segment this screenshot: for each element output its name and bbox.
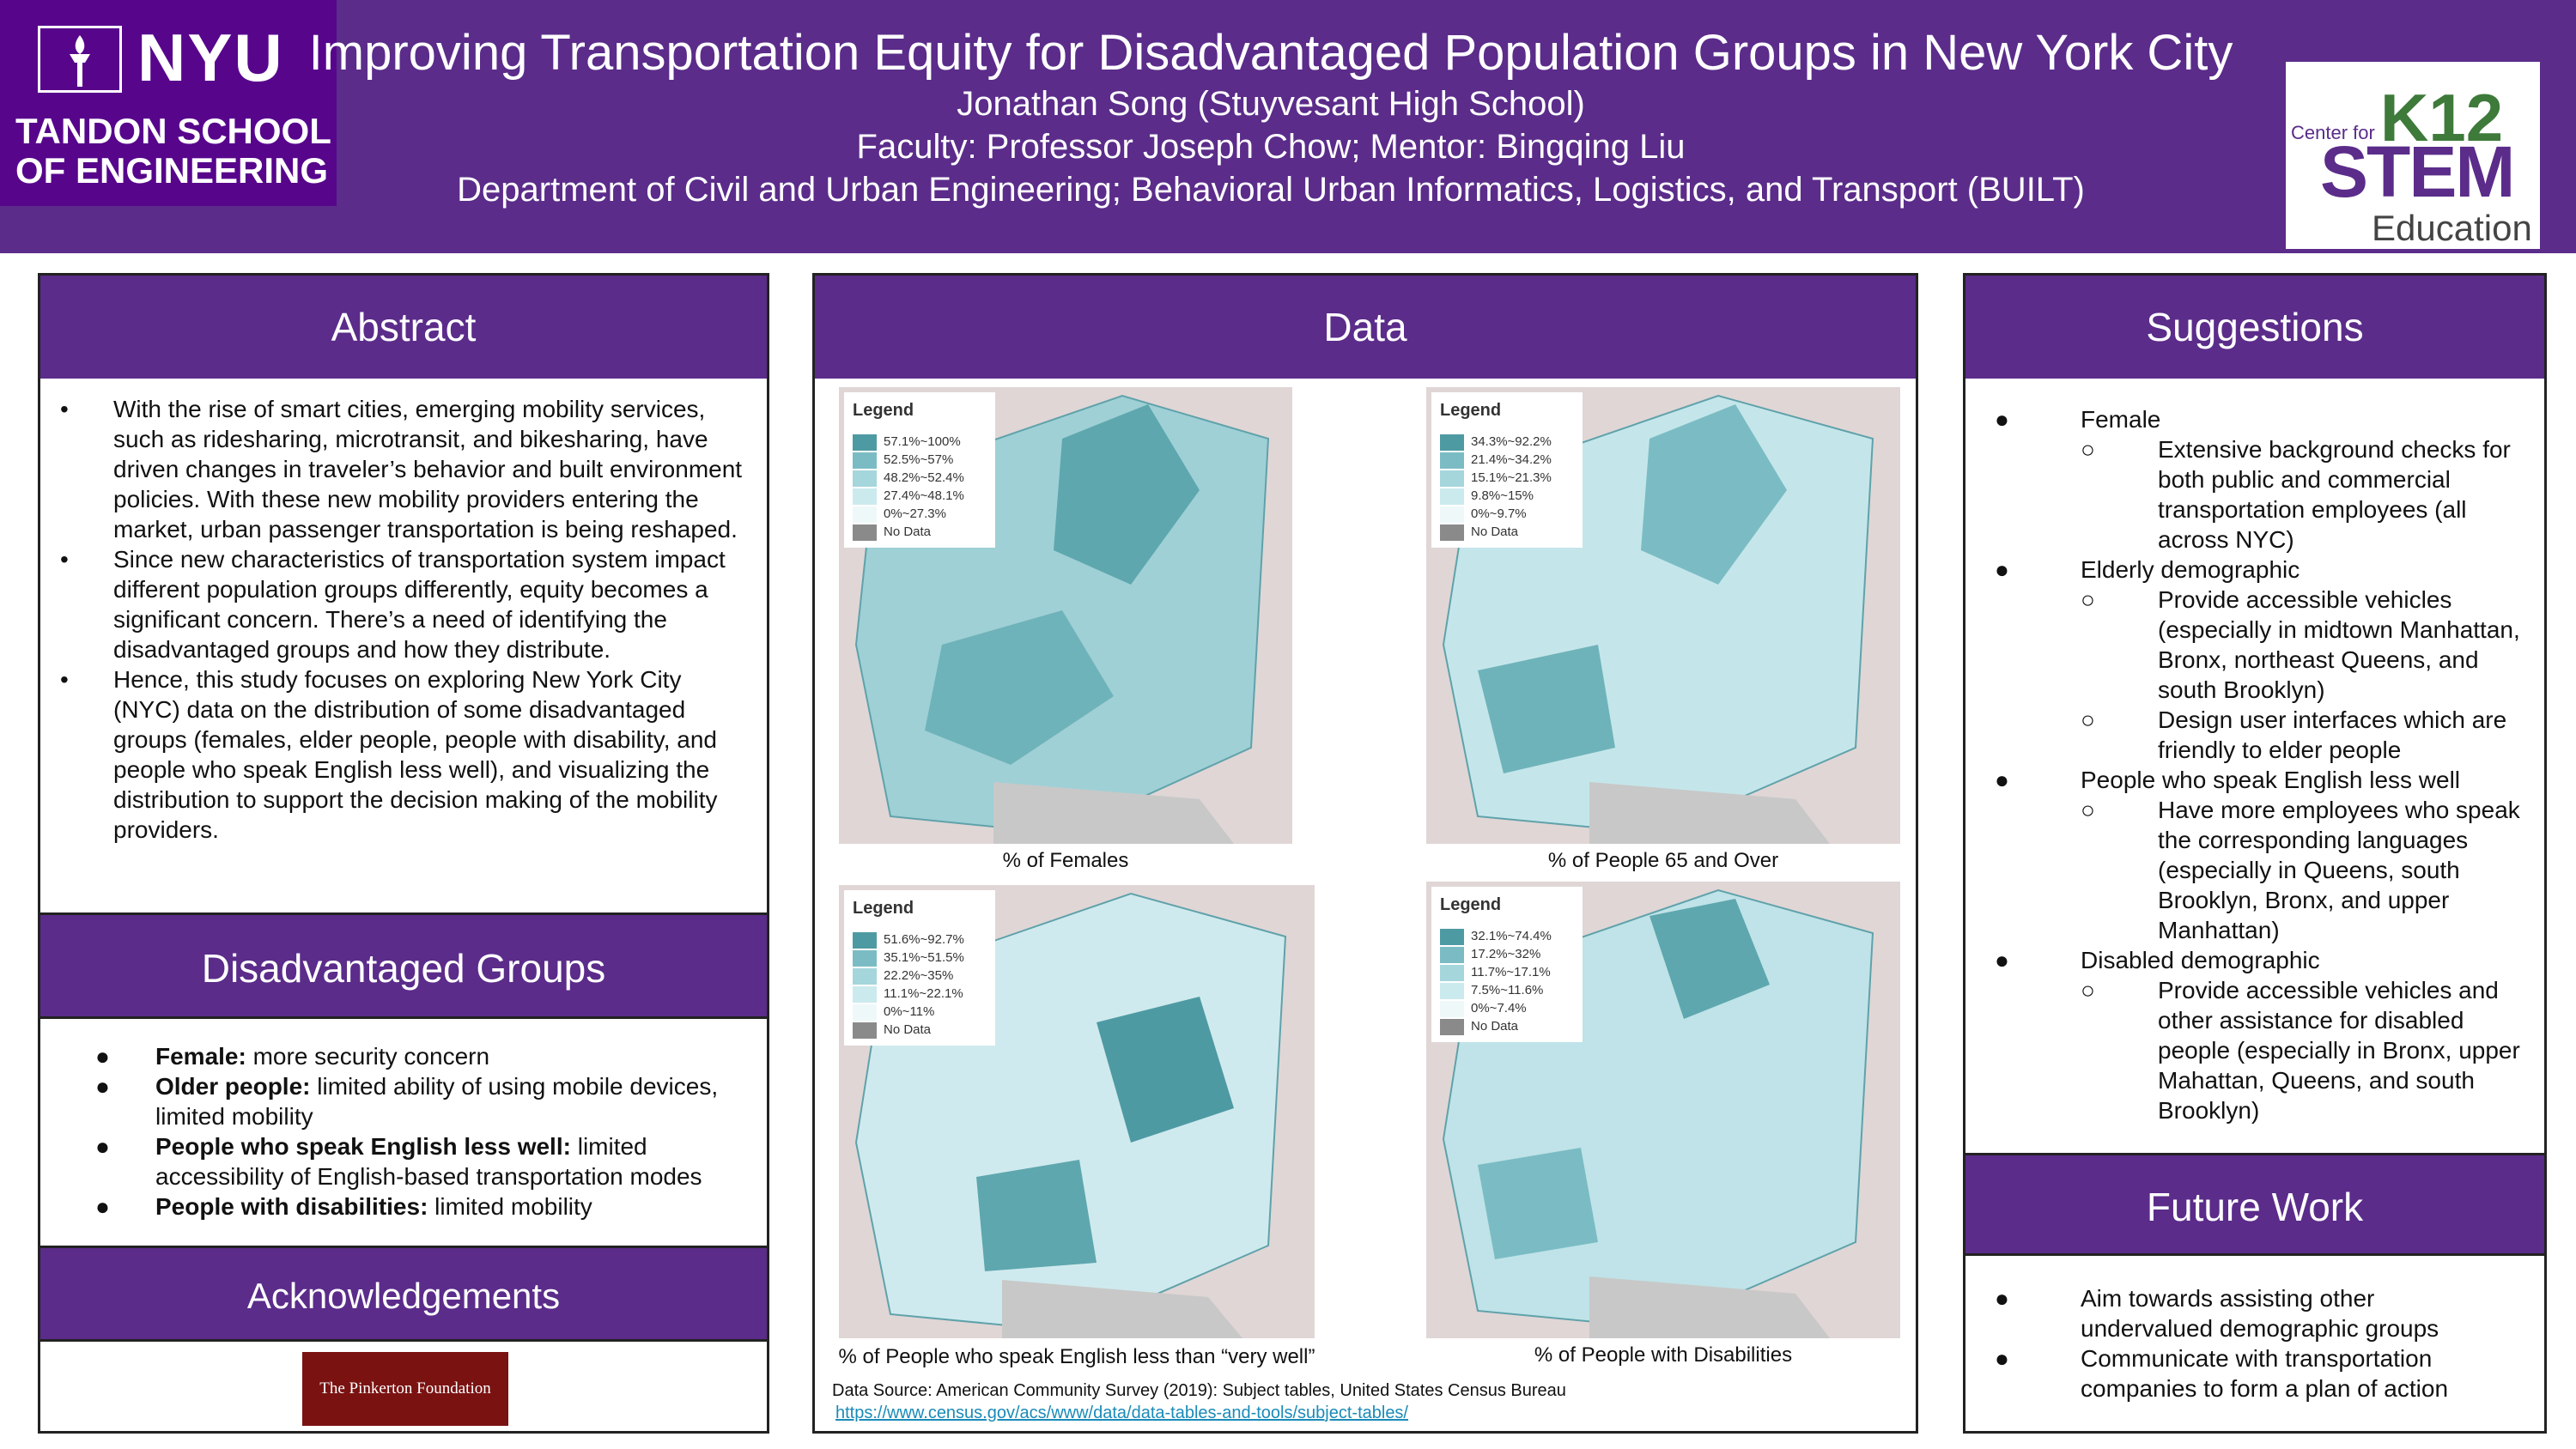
list-item: • With the rise of smart cities, emerging… xyxy=(60,396,743,543)
map-legend: Legend 32.1%~74.4% 17.2%~32% 11.7%~17.1%… xyxy=(1431,887,1583,1042)
map-elderly: Legend 34.3%~92.2% 21.4%~34.2% 15.1%~21.… xyxy=(1426,387,1900,844)
author-line: Jonathan Song (Stuyvesant High School) xyxy=(957,85,1585,123)
list-item: ● Elderly demographic ○ Provide accessible… xyxy=(1995,555,2527,765)
abstract-list: • With the rise of smart cities, emerging… xyxy=(60,394,749,845)
list-item: ● Female ○ Extensive background checks for… xyxy=(1995,404,2527,555)
poster-title: Improving Transportation Equity for Disa… xyxy=(308,25,2233,81)
map-caption: % of People 65 and Over xyxy=(1547,849,1779,872)
k12-stem-logo: Center for K12 STEM Education xyxy=(2286,62,2540,249)
list-item: ● People with disabilities: limited mobil… xyxy=(95,1193,592,1220)
pinkerton-logo: The Pinkerton Foundation xyxy=(302,1352,508,1426)
map-legend: Legend 57.1%~100% 52.5%~57% 48.2%~52.4% … xyxy=(844,392,995,548)
abstract-heading: Abstract xyxy=(40,276,767,379)
sub-list-item: ○ Extensive background checks for both pu… xyxy=(2081,436,2511,553)
data-source-link[interactable]: https://www.census.gov/acs/www/data/data… xyxy=(835,1404,1408,1422)
nyu-wordmark: NYU xyxy=(137,20,284,95)
list-item: ● Female: more security concern xyxy=(95,1043,490,1070)
suggestions-heading: Suggestions xyxy=(1965,276,2544,379)
map-caption: % of Females xyxy=(1002,849,1129,872)
poster-header: NYU TANDON SCHOOL OF ENGINEERING Improvi… xyxy=(0,0,2576,253)
list-item: ● People who speak English less well: lim… xyxy=(95,1133,702,1190)
faculty-line: Faculty: Professor Joseph Chow; Mentor: … xyxy=(856,128,1686,166)
map-caption: % of People who speak English less than … xyxy=(838,1345,1315,1368)
nyc-map-english xyxy=(839,885,1315,1338)
nyu-logo: NYU TANDON SCHOOL OF ENGINEERING xyxy=(0,0,337,206)
groups-list: ● Female: more security concern ● Older pe… xyxy=(95,1041,756,1222)
future-work-list: ● Aim towards assisting other undervalued… xyxy=(1995,1283,2510,1404)
right-column: Suggestions ● Female ○ Extensive backgroun… xyxy=(1963,273,2547,1434)
sub-list-item: ○ Have more employees who speak the corre… xyxy=(2081,797,2520,943)
groups-heading: Disadvantaged Groups xyxy=(40,912,767,1019)
map-caption: % of People with Disabilities xyxy=(1534,1343,1793,1367)
torch-icon xyxy=(38,26,122,93)
map-disabilities: Legend 32.1%~74.4% 17.2%~32% 11.7%~17.1%… xyxy=(1426,882,1900,1338)
list-item: • Since new characteristics of transporta… xyxy=(60,546,726,663)
list-item: ● Aim towards assisting other undervalued… xyxy=(1995,1285,2439,1342)
data-source: Data Source: American Community Survey (… xyxy=(832,1381,1566,1400)
school-name: TANDON SCHOOL OF ENGINEERING xyxy=(15,111,331,191)
list-item: ● Disabled demographic ○ Provide accessibl… xyxy=(1995,945,2527,1125)
map-females: Legend 57.1%~100% 52.5%~57% 48.2%~52.4% … xyxy=(839,387,1292,844)
suggestions-list: ● Female ○ Extensive background checks for… xyxy=(1995,404,2527,1125)
map-legend: Legend 51.6%~92.7% 35.1%~51.5% 22.2%~35%… xyxy=(844,890,995,1046)
title-block: Improving Transportation Equity for Disa… xyxy=(283,24,2258,211)
data-heading: Data xyxy=(815,276,1916,379)
sub-list-item: ○ Provide accessible vehicles and other a… xyxy=(2081,977,2520,1124)
map-english: Legend 51.6%~92.7% 35.1%~51.5% 22.2%~35%… xyxy=(839,885,1315,1338)
sub-list-item: ○ Design user interfaces which are friend… xyxy=(2081,706,2507,763)
future-work-heading: Future Work xyxy=(1965,1153,2544,1256)
map-legend: Legend 34.3%~92.2% 21.4%~34.2% 15.1%~21.… xyxy=(1431,392,1583,548)
left-column: Abstract • With the rise of smart cities,… xyxy=(38,273,769,1434)
acknowledgements-heading: Acknowledgements xyxy=(40,1246,767,1342)
list-item: ● Communicate with transportation compani… xyxy=(1995,1345,2449,1402)
sub-list-item: ○ Provide accessible vehicles (especially… xyxy=(2081,586,2520,703)
center-column: Data Legend 57.1%~100% 52.5%~57% 48.2%~5… xyxy=(812,273,1918,1434)
list-item: ● People who speak English less well ○ Hav… xyxy=(1995,765,2527,945)
list-item: ● Older people: limited ability of using … xyxy=(95,1073,719,1130)
list-item: • Hence, this study focuses on exploring … xyxy=(60,666,718,843)
department-line: Department of Civil and Urban Engineerin… xyxy=(457,171,2085,209)
